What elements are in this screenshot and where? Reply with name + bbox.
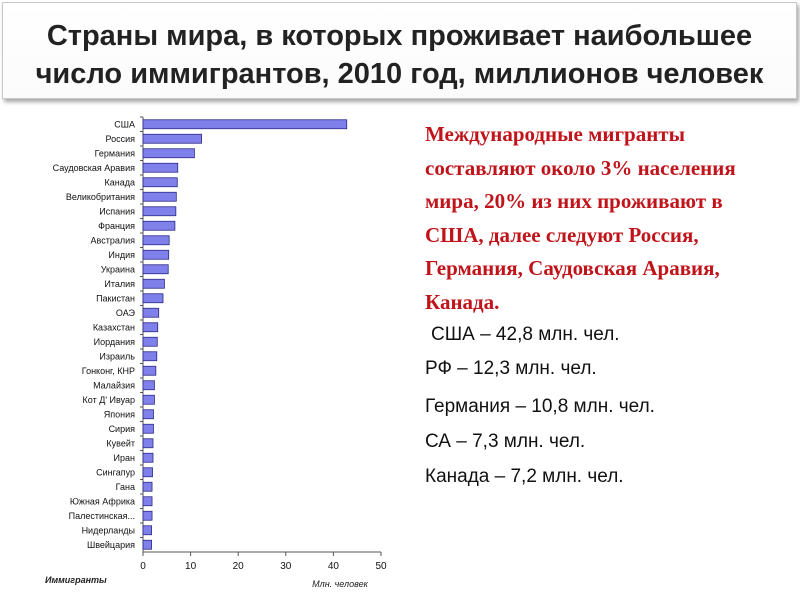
category-label: Украина bbox=[101, 264, 135, 274]
bar bbox=[142, 525, 152, 536]
bar bbox=[142, 365, 157, 376]
category-label: Франция bbox=[98, 221, 135, 231]
category-label: Австралия bbox=[91, 235, 136, 245]
category-label: Сингапур bbox=[96, 467, 135, 477]
stat-canada: Канада – 7,2 млн. чел. bbox=[425, 466, 624, 487]
category-label: Швейцария bbox=[87, 540, 135, 550]
category-label: Великобритания bbox=[66, 192, 135, 202]
category-label: Канада bbox=[105, 177, 135, 187]
category-label: Италия bbox=[104, 279, 135, 289]
migrants-paragraph: Международные мигранты составляют около … bbox=[425, 122, 736, 314]
slide-title: Страны мира, в которых проживает наиболь… bbox=[35, 20, 764, 90]
category-label: ОАЭ bbox=[116, 308, 136, 318]
category-label: Россия bbox=[105, 134, 135, 144]
bar bbox=[142, 496, 153, 507]
category-label: Иордания bbox=[94, 337, 136, 347]
bar bbox=[142, 539, 152, 550]
category-label: Гонконг, КНР bbox=[82, 366, 135, 376]
bar bbox=[142, 293, 164, 304]
bar bbox=[142, 220, 176, 231]
category-label: Пакистан bbox=[96, 293, 135, 303]
category-label: Израиль bbox=[99, 351, 135, 361]
category-label: Сирия bbox=[109, 424, 136, 434]
category-label: Саудовская Аравия bbox=[53, 163, 135, 173]
x-tick-label: 30 bbox=[280, 561, 292, 572]
category-label: Индия bbox=[108, 250, 135, 260]
x-tick-label: 40 bbox=[328, 561, 340, 572]
category-label: Южная Африка bbox=[70, 496, 135, 506]
category-label: Япония bbox=[104, 409, 135, 419]
category-label: США bbox=[114, 119, 135, 129]
bar bbox=[142, 177, 178, 188]
bar bbox=[142, 510, 153, 521]
bar bbox=[142, 394, 155, 405]
category-label: Казахстан bbox=[93, 322, 135, 332]
stat-germany: Германия – 10,8 млн. чел. bbox=[425, 396, 655, 417]
bar bbox=[142, 191, 177, 202]
x-tick-label: 0 bbox=[140, 561, 146, 572]
bar bbox=[142, 322, 159, 333]
bar bbox=[142, 481, 153, 492]
bar bbox=[142, 380, 155, 391]
bar bbox=[142, 423, 154, 434]
category-label: Палестинская... bbox=[69, 511, 135, 521]
category-label: Германия bbox=[95, 148, 135, 158]
bar bbox=[142, 249, 170, 260]
category-label: Испания bbox=[99, 206, 135, 216]
bar bbox=[142, 119, 348, 130]
x-tick-label: 10 bbox=[185, 561, 197, 572]
bar bbox=[142, 162, 179, 173]
title-box: Страны мира, в которых проживает наиболь… bbox=[2, 2, 797, 99]
stat-usa: США – 42,8 млн. чел. bbox=[431, 324, 620, 345]
series-label: Иммигранты bbox=[45, 575, 107, 585]
bar bbox=[142, 278, 165, 289]
bar bbox=[142, 467, 153, 478]
bar bbox=[142, 307, 160, 318]
bar bbox=[142, 452, 154, 463]
category-label: Малайзия bbox=[93, 380, 135, 390]
category-label: Кувейт bbox=[106, 438, 135, 448]
category-label: Гана bbox=[116, 482, 135, 492]
bar bbox=[142, 235, 170, 246]
bar bbox=[142, 264, 169, 275]
bar bbox=[142, 336, 158, 347]
bar bbox=[142, 438, 154, 449]
bar bbox=[142, 148, 195, 159]
x-tick-label: 20 bbox=[233, 561, 245, 572]
stat-saudi-arabia: СА – 7,3 млн. чел. bbox=[425, 431, 586, 452]
stat-russia: РФ – 12,3 млн. чел. bbox=[425, 358, 597, 379]
bar bbox=[142, 206, 177, 217]
bar bbox=[142, 409, 154, 420]
bar bbox=[142, 133, 202, 144]
bar bbox=[142, 351, 158, 362]
x-axis-label: Млн. человек bbox=[312, 579, 368, 589]
category-label: Нидерланды bbox=[82, 525, 135, 535]
category-label: Кот Д' Ивуар bbox=[83, 395, 135, 405]
category-label: Иран bbox=[114, 453, 135, 463]
x-tick-label: 50 bbox=[375, 561, 387, 572]
